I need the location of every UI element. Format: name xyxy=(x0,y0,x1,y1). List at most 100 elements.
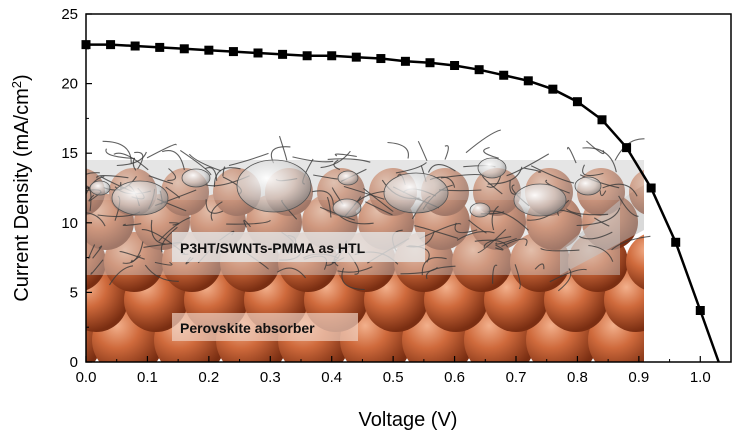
swnt-fiber xyxy=(243,219,251,228)
pmma-droplet xyxy=(469,202,491,218)
pmma-droplet xyxy=(181,168,211,188)
swnt-fiber xyxy=(486,175,502,188)
swnt-fiber xyxy=(514,264,521,290)
x-tick-label: 0.0 xyxy=(76,369,97,386)
data-point xyxy=(597,115,607,125)
pmma-droplet xyxy=(111,180,169,216)
swnt-fiber xyxy=(468,219,487,234)
swnt-fiber xyxy=(119,250,145,260)
pmma-droplet xyxy=(337,170,359,186)
swnt-fiber xyxy=(109,265,134,286)
swnt-fiber xyxy=(222,166,226,177)
y-axis: 0 5 10 15 20 25 xyxy=(61,6,92,371)
x-tick-label: 0.6 xyxy=(444,369,465,386)
swnt-fiber xyxy=(363,187,394,212)
data-point xyxy=(81,40,91,50)
swnt-fiber xyxy=(276,267,307,279)
swnt-fiber xyxy=(395,162,427,174)
swnt-fiber xyxy=(188,153,222,172)
swnt-fiber xyxy=(534,263,545,270)
x-tick-label: 0.9 xyxy=(628,369,649,386)
swnt-fiber xyxy=(524,167,542,173)
swnt-fiber xyxy=(116,151,147,167)
swnt-fiber xyxy=(105,148,135,160)
swnt-fiber xyxy=(477,229,507,254)
swnt-fiber xyxy=(92,245,103,259)
device-schematic-inset: P3HT/SWNTs-PMMA as HTL Perovskite absorb… xyxy=(86,129,651,362)
swnt-fiber xyxy=(86,185,92,211)
swnt-fiber xyxy=(150,219,166,245)
swnt-fiber xyxy=(343,185,385,200)
swnt-fiber xyxy=(122,241,144,264)
swnt-fiber xyxy=(102,140,132,164)
swnt-fiber xyxy=(205,199,224,214)
jv-markers xyxy=(81,40,705,315)
y-tick-label: 15 xyxy=(61,145,78,162)
x-tick-label: 0.4 xyxy=(321,369,342,386)
swnt-fiber xyxy=(576,207,621,227)
swnt-fiber xyxy=(278,135,288,161)
swnt-fiber xyxy=(599,190,607,197)
x-tick-label: 0.2 xyxy=(198,369,219,386)
y-tick-label: 0 xyxy=(70,354,78,371)
swnt-fiber xyxy=(483,236,512,249)
swnt-fiber xyxy=(454,222,478,234)
swnt-fiber xyxy=(557,268,572,292)
data-point xyxy=(622,143,632,153)
y-tick-label: 20 xyxy=(61,76,78,93)
swnt-fiber xyxy=(474,239,509,248)
data-point xyxy=(253,48,263,58)
swnt-fiber xyxy=(204,167,218,181)
swnt-fiber xyxy=(320,150,351,169)
swnt-fiber xyxy=(162,150,185,171)
swnt-fiber xyxy=(365,201,393,216)
x-tick-label: 0.5 xyxy=(383,369,404,386)
swnt-fiber xyxy=(312,190,334,205)
swnt-fiber xyxy=(506,153,550,177)
htl-label: P3HT/SWNTs-PMMA as HTL xyxy=(180,240,366,256)
swnt-fiber xyxy=(492,264,498,284)
swnt-fiber xyxy=(540,247,580,252)
swnt-fiber xyxy=(565,208,609,216)
swnt-fiber xyxy=(495,237,517,245)
swnt-fiber xyxy=(337,266,373,273)
data-point xyxy=(572,97,582,107)
x-tick-label: 0.3 xyxy=(260,369,281,386)
swnt-fiber xyxy=(333,159,341,171)
data-point xyxy=(450,61,460,71)
swnt-fiber xyxy=(341,267,365,291)
htl-label-box xyxy=(172,232,425,262)
swnt-fiber xyxy=(611,235,651,251)
x-tick-label: 0.1 xyxy=(137,369,158,386)
y-axis-title: Current Density (mA/cm2) xyxy=(9,74,33,301)
y-tick-label: 25 xyxy=(61,6,78,23)
swnt-fiber xyxy=(582,147,617,173)
swnt-fiber xyxy=(400,266,438,275)
data-point xyxy=(302,51,312,61)
data-point xyxy=(130,41,140,51)
swnt-fiber xyxy=(487,210,529,231)
data-point xyxy=(155,42,165,52)
swnt-fiber xyxy=(594,217,610,227)
swnt-fiber xyxy=(326,196,332,218)
data-point xyxy=(400,56,410,66)
swnt-fiber xyxy=(144,264,179,282)
data-point xyxy=(523,76,533,86)
x-axis: 0.0 0.1 0.2 0.3 0.4 0.5 0.6 0.7 0.8 0.9 1.0 xyxy=(76,356,732,386)
data-point xyxy=(376,54,386,64)
swnt-fiber xyxy=(167,168,177,181)
pmma-droplet xyxy=(477,157,507,179)
swnt-fiber xyxy=(578,231,613,240)
data-point xyxy=(327,51,337,61)
swnt-fiber xyxy=(414,225,459,239)
swnt-fiber xyxy=(465,129,501,154)
data-point xyxy=(695,305,705,315)
x-axis-title: Voltage (V) xyxy=(359,409,458,431)
data-point xyxy=(179,44,189,54)
swnt-fiber xyxy=(88,244,96,259)
pmma-droplet xyxy=(383,172,449,214)
y-tick-label: 10 xyxy=(61,215,78,232)
x-tick-label: 0.7 xyxy=(506,369,527,386)
swnt-fiber xyxy=(146,143,177,159)
